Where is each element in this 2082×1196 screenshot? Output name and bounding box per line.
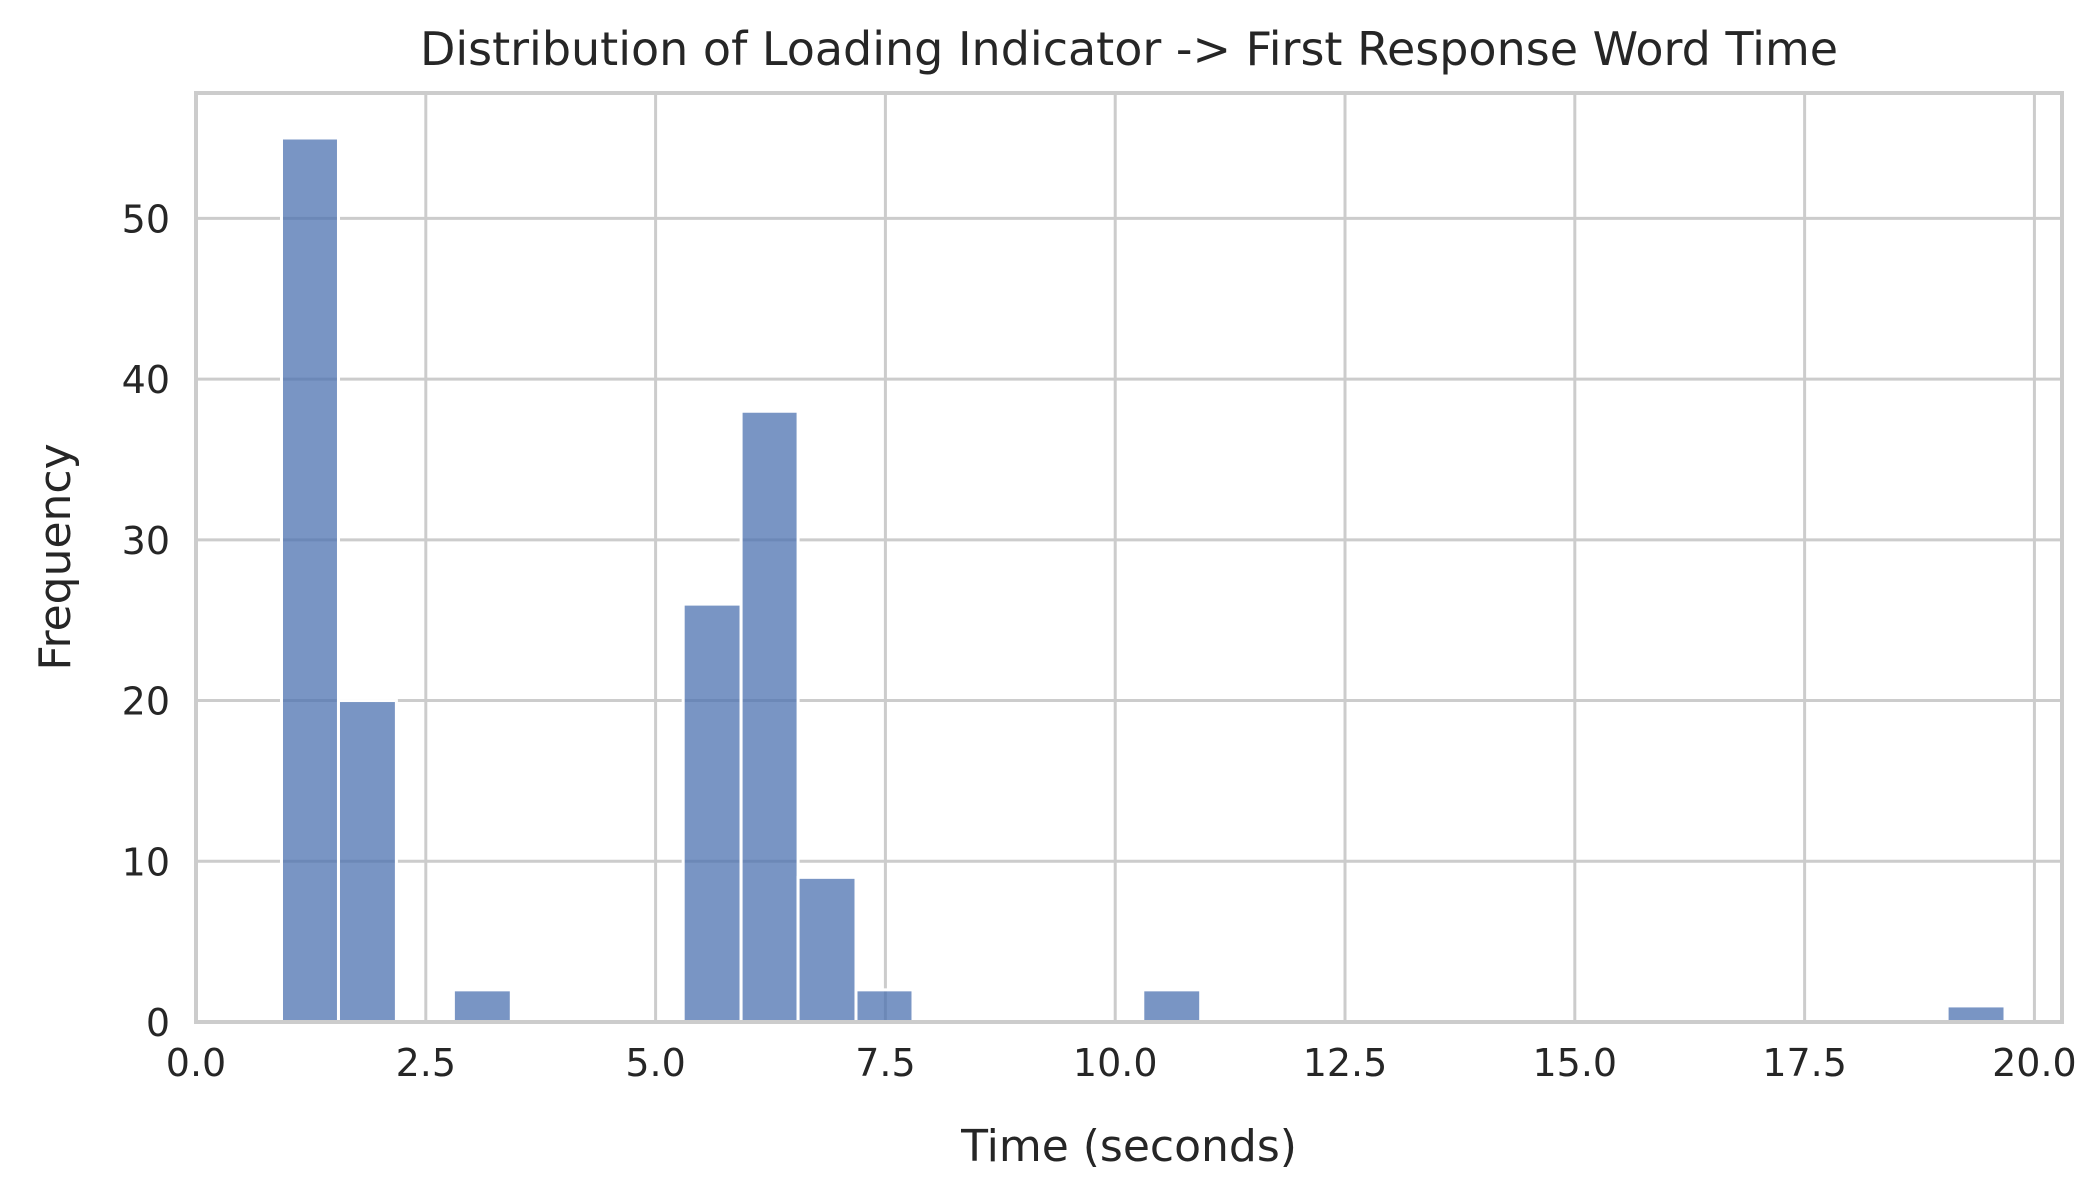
histogram-bar bbox=[451, 988, 513, 1024]
x-tick-label: 5.0 bbox=[625, 1041, 685, 1085]
histogram-bar bbox=[681, 602, 743, 1024]
x-tick-label: 0.0 bbox=[166, 1041, 226, 1085]
y-tick-label: 30 bbox=[122, 519, 170, 563]
histogram-bar bbox=[1141, 988, 1203, 1024]
chart-title: Distribution of Loading Indicator -> Fir… bbox=[420, 22, 1838, 76]
y-axis-label: Frequency bbox=[30, 443, 81, 670]
y-tick-label: 40 bbox=[122, 358, 170, 402]
x-tick-label: 2.5 bbox=[396, 1041, 456, 1085]
x-tick-label: 12.5 bbox=[1303, 1041, 1388, 1085]
x-tick-label: 10.0 bbox=[1073, 1041, 1158, 1085]
y-tick-labels: 0 10 20 30 40 50 bbox=[122, 197, 170, 1045]
histogram-bar bbox=[739, 409, 800, 1024]
plot-frame bbox=[194, 91, 2064, 1024]
x-tick-label: 17.5 bbox=[1762, 1041, 1847, 1085]
x-tick-label: 20.0 bbox=[1992, 1041, 2077, 1085]
y-tick-label: 0 bbox=[146, 1001, 170, 1045]
histogram-bar bbox=[796, 875, 858, 1024]
y-tick-label: 20 bbox=[122, 680, 170, 724]
x-tick-label: 15.0 bbox=[1533, 1041, 1618, 1085]
histogram-bar bbox=[854, 988, 915, 1024]
y-tick-label: 10 bbox=[122, 840, 170, 884]
y-tick-label: 50 bbox=[122, 197, 170, 241]
histogram-bar bbox=[279, 136, 340, 1024]
histogram-bars bbox=[279, 136, 2007, 1024]
x-axis-label: Time (seconds) bbox=[960, 1121, 1297, 1172]
histogram-bar bbox=[336, 699, 398, 1024]
x-tick-label: 7.5 bbox=[855, 1041, 915, 1085]
x-tick-labels: 0.0 2.5 5.0 7.5 10.0 12.5 15.0 17.5 20.0 bbox=[166, 1041, 2077, 1085]
histogram-bar bbox=[1945, 1004, 2007, 1024]
